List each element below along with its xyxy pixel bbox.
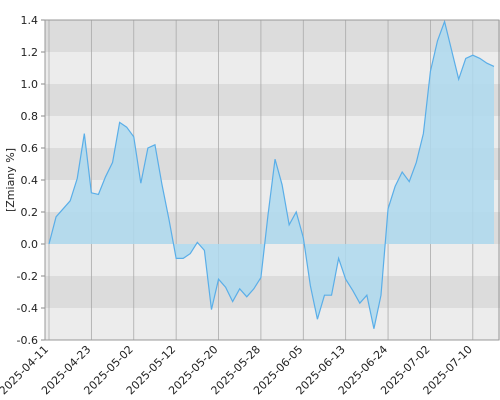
grid-band [45,244,500,276]
grid-band [45,276,500,308]
grid-band [45,84,500,116]
y-tick-label: 1.0 [21,78,39,91]
y-tick-label: -0.6 [17,334,38,347]
y-tick-label: -0.2 [17,270,38,283]
y-tick-label: 0.0 [21,238,39,251]
y-tick-label: 0.2 [21,206,39,219]
grid-band [45,20,500,52]
y-tick-label: 0.6 [21,142,39,155]
y-tick-label: 0.4 [21,174,39,187]
y-tick-label: -0.4 [17,302,38,315]
grid-band [45,52,500,84]
y-tick-label: 1.2 [21,46,39,59]
plot-border [44,19,500,341]
y-tick-label: 0.8 [21,110,39,123]
area [49,21,494,329]
grid-band [45,308,500,340]
y-tick-label: 1.4 [21,14,39,27]
line [48,19,495,329]
y-axis-label: [Zmiany %] [4,148,17,212]
